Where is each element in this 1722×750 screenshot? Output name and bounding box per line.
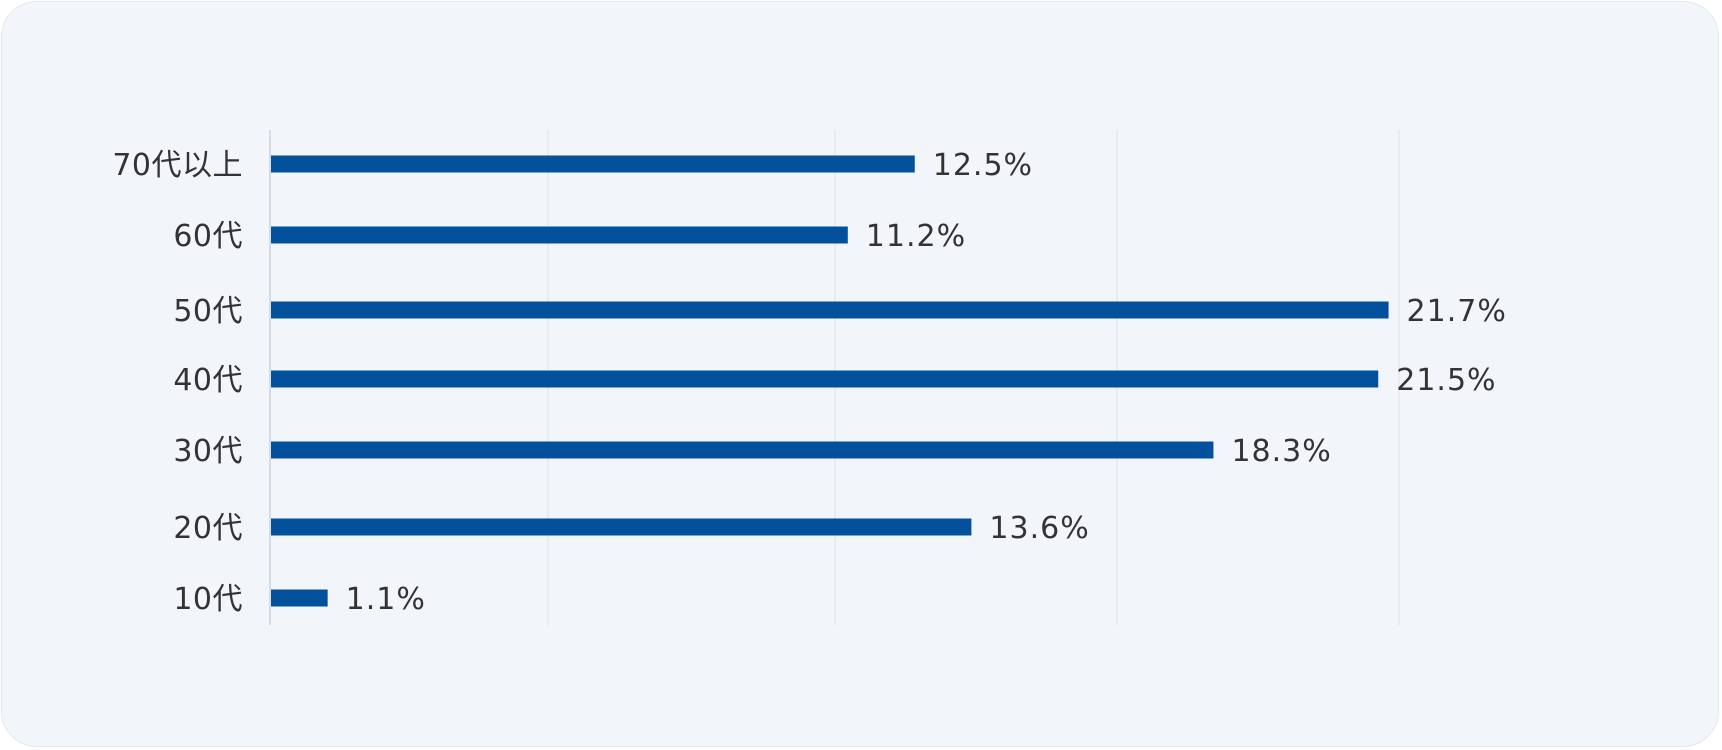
category-label: 20代: [173, 511, 243, 546]
bar-7: [271, 589, 328, 607]
value-label: 12.5%: [933, 148, 1033, 183]
value-label: 18.3%: [1231, 434, 1331, 469]
grid-lines: [269, 130, 1400, 625]
category-label: 30代: [173, 434, 243, 469]
bars: [271, 155, 1389, 607]
value-label: 21.5%: [1396, 363, 1496, 398]
category-label: 50代: [173, 294, 243, 329]
value-label: 11.2%: [866, 219, 966, 254]
category-label: 40代: [173, 363, 243, 398]
bar-3: [271, 301, 1389, 319]
category-label: 70代以上: [112, 148, 243, 183]
bar-4: [271, 370, 1379, 388]
category-label: 60代: [173, 219, 243, 254]
category-label: 10代: [173, 582, 243, 617]
value-label: 1.1%: [346, 582, 426, 617]
labels: 70代以上 12.5% 60代 11.2% 50代 21.7% 40代 21.5% 30代 18.…: [112, 148, 1507, 617]
value-label: 13.6%: [989, 511, 1089, 546]
bar-6: [271, 518, 972, 536]
bar-1: [271, 155, 915, 173]
bar-5: [271, 441, 1214, 459]
value-label: 21.7%: [1407, 294, 1507, 329]
bar-2: [271, 226, 848, 244]
